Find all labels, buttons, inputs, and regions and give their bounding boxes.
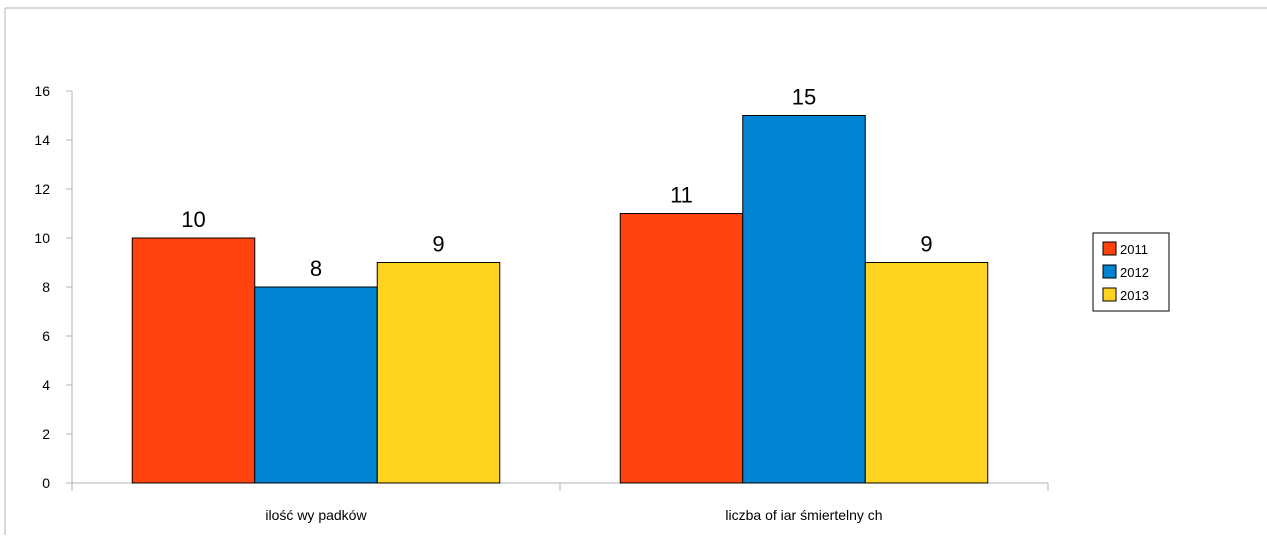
legend-swatch-2013 xyxy=(1102,287,1117,302)
legend-swatch-2012 xyxy=(1102,264,1117,279)
data-label: 10 xyxy=(181,207,205,232)
y-tick-label: 8 xyxy=(42,279,50,295)
y-tick-label: 10 xyxy=(34,230,50,246)
y-tick-label: 14 xyxy=(34,132,50,148)
y-tick-label: 16 xyxy=(34,83,50,99)
legend: 2011 2012 2013 xyxy=(1092,232,1170,312)
data-label: 8 xyxy=(310,256,322,281)
bar-2013-0 xyxy=(376,262,501,484)
legend-label-2011: 2011 xyxy=(1120,242,1148,257)
bar-2013-1 xyxy=(864,262,989,484)
bar-2011-1 xyxy=(619,213,744,484)
bar-2012-1 xyxy=(742,115,866,484)
axes: 0 2 4 6 8 10 12 14 16 ilość wy padków liczba of ia… xyxy=(34,83,1049,523)
legend-label-2012: 2012 xyxy=(1120,265,1149,280)
legend-label-2013: 2013 xyxy=(1120,288,1149,303)
data-label: 11 xyxy=(670,183,693,208)
x-category-label: liczba of iar śmiertelny ch xyxy=(725,507,882,523)
y-tick-label: 12 xyxy=(34,181,50,197)
data-label: 9 xyxy=(920,232,932,257)
y-tick-label: 2 xyxy=(42,426,50,442)
data-label: 9 xyxy=(432,232,444,257)
bar-2011-0 xyxy=(131,237,256,484)
y-tick-label: 0 xyxy=(42,475,50,491)
y-tick-label: 6 xyxy=(42,328,50,344)
data-label: 15 xyxy=(792,85,816,110)
bars xyxy=(131,115,989,484)
legend-swatch-2011 xyxy=(1102,241,1117,256)
bar-2012-0 xyxy=(254,286,378,484)
data-labels: 10 11 8 15 9 9 xyxy=(181,85,932,282)
x-category-label: ilość wy padków xyxy=(265,507,367,523)
y-tick-label: 4 xyxy=(42,377,50,393)
